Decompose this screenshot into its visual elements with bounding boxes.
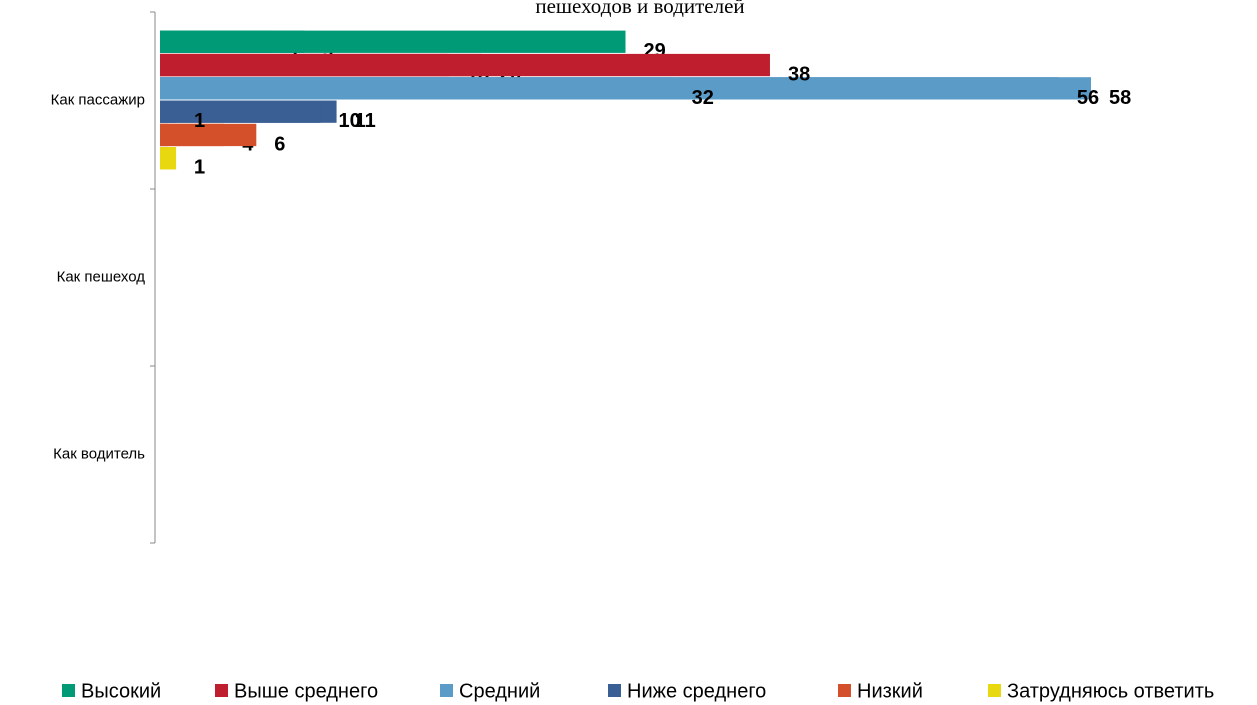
- bar: [160, 123, 257, 147]
- legend-swatch: [440, 684, 453, 697]
- bar: [160, 147, 177, 170]
- data-label: 11: [355, 110, 376, 132]
- data-label: 56: [1077, 87, 1099, 109]
- bar: [160, 100, 321, 123]
- legend-swatch: [988, 684, 1001, 697]
- data-label: 10: [339, 110, 361, 132]
- legend-label: Низкий: [857, 680, 923, 702]
- category-label: Как пассажир: [51, 91, 145, 108]
- legend-label: Средний: [459, 680, 540, 702]
- legend-swatch: [215, 684, 228, 697]
- bar: [160, 123, 169, 147]
- chart-title: пешеходов и водителей: [535, 0, 744, 18]
- bar: [160, 147, 164, 170]
- data-label: 6: [274, 133, 285, 155]
- bar: [160, 53, 770, 77]
- bar: [160, 30, 626, 53]
- legend-label: Высокий: [81, 680, 161, 702]
- legend-label: Выше среднего: [234, 680, 378, 702]
- legend-swatch: [838, 684, 851, 697]
- data-label: 58: [1109, 87, 1131, 109]
- data-label: 38: [788, 63, 810, 85]
- data-label: 32: [692, 87, 714, 109]
- category-label: Как пешеход: [57, 268, 146, 285]
- legend-label: Ниже среднего: [627, 680, 766, 702]
- legend-swatch: [608, 684, 621, 697]
- data-label: 1: [194, 157, 205, 179]
- data-label: 1: [194, 110, 205, 132]
- data-label: 1: [194, 157, 205, 179]
- bar: [160, 77, 674, 100]
- bar: [160, 100, 177, 123]
- legend-swatch: [62, 684, 75, 697]
- legend-label: Затрудняюсь ответить: [1007, 680, 1214, 702]
- category-label: Как водитель: [53, 445, 145, 462]
